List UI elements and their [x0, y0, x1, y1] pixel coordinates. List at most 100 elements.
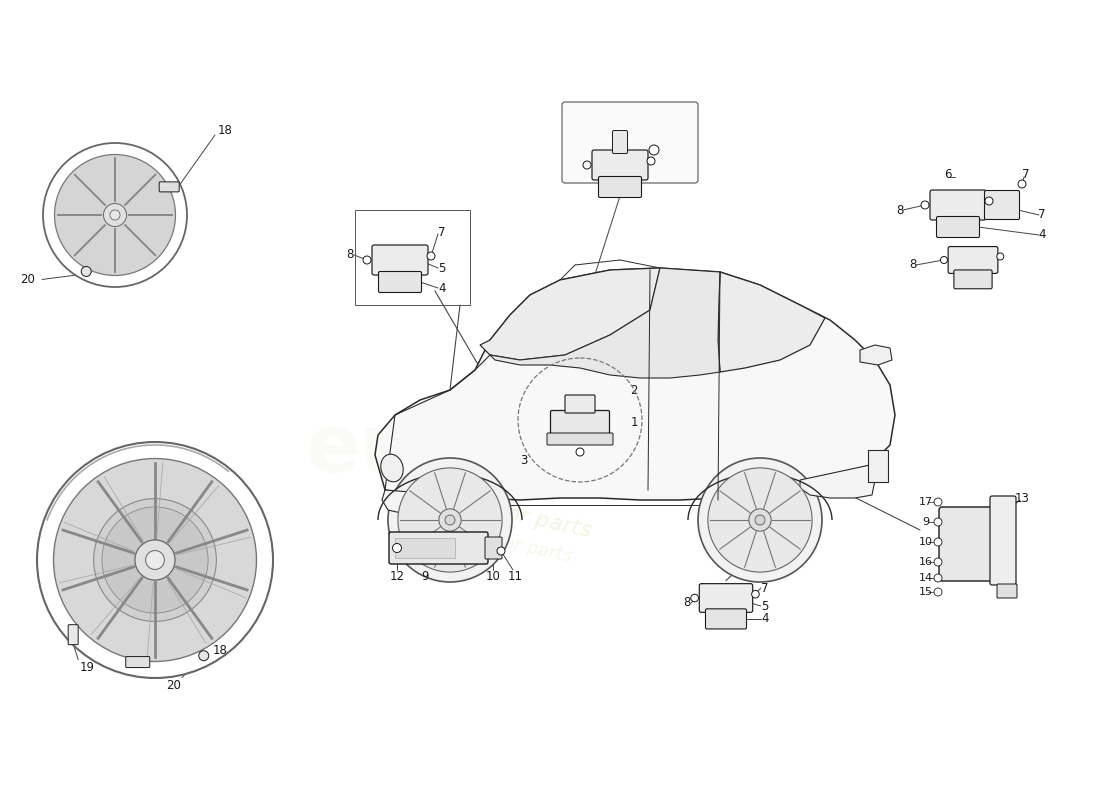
Text: 3: 3 — [520, 454, 528, 466]
Text: 7: 7 — [761, 582, 769, 594]
Circle shape — [199, 650, 209, 661]
Circle shape — [363, 256, 371, 264]
Circle shape — [398, 468, 502, 572]
Text: 9: 9 — [421, 570, 429, 582]
Circle shape — [55, 154, 176, 275]
Text: 8: 8 — [561, 154, 569, 166]
Polygon shape — [490, 268, 720, 378]
Polygon shape — [382, 490, 450, 515]
Polygon shape — [610, 180, 630, 195]
Text: a passion for parts: a passion for parts — [406, 514, 574, 566]
Circle shape — [984, 197, 993, 205]
Text: 20: 20 — [166, 679, 182, 692]
Text: 8: 8 — [346, 249, 354, 262]
Text: 10: 10 — [485, 570, 501, 582]
Circle shape — [708, 468, 812, 572]
Circle shape — [647, 157, 654, 165]
Circle shape — [135, 540, 175, 580]
Circle shape — [1018, 180, 1026, 188]
Text: 6: 6 — [944, 167, 952, 181]
FancyBboxPatch shape — [997, 584, 1018, 598]
Text: 13: 13 — [1014, 491, 1030, 505]
Text: 5: 5 — [438, 262, 446, 274]
FancyBboxPatch shape — [562, 102, 698, 183]
Bar — [868, 450, 888, 482]
FancyBboxPatch shape — [700, 584, 752, 612]
FancyBboxPatch shape — [705, 609, 747, 629]
FancyBboxPatch shape — [68, 625, 78, 645]
Text: eurospares: eurospares — [306, 411, 815, 489]
Text: a passion for parts: a passion for parts — [386, 478, 594, 542]
Text: 15: 15 — [918, 587, 933, 597]
Text: 6: 6 — [606, 117, 614, 130]
Text: 1: 1 — [630, 417, 638, 430]
Text: 5: 5 — [761, 599, 769, 613]
FancyBboxPatch shape — [550, 410, 609, 435]
Circle shape — [934, 588, 942, 596]
Circle shape — [497, 547, 505, 555]
Text: 10: 10 — [918, 537, 933, 547]
Text: 4: 4 — [438, 282, 446, 294]
FancyBboxPatch shape — [160, 182, 179, 192]
FancyBboxPatch shape — [378, 271, 421, 293]
Bar — [355, 210, 470, 305]
FancyBboxPatch shape — [592, 150, 648, 180]
FancyBboxPatch shape — [613, 130, 627, 154]
FancyBboxPatch shape — [485, 537, 502, 559]
Circle shape — [755, 515, 764, 525]
Circle shape — [145, 550, 164, 570]
FancyBboxPatch shape — [990, 496, 1016, 585]
Circle shape — [749, 509, 771, 531]
Circle shape — [934, 558, 942, 566]
FancyBboxPatch shape — [939, 507, 1000, 581]
Polygon shape — [718, 272, 825, 372]
Polygon shape — [860, 345, 892, 365]
Circle shape — [439, 509, 461, 531]
Text: 17: 17 — [918, 497, 933, 507]
Text: 18: 18 — [218, 123, 232, 137]
Circle shape — [102, 507, 208, 613]
Circle shape — [934, 538, 942, 546]
Text: 8: 8 — [910, 258, 916, 271]
Ellipse shape — [381, 454, 404, 482]
FancyBboxPatch shape — [372, 245, 428, 275]
Circle shape — [427, 252, 434, 260]
Circle shape — [649, 145, 659, 155]
Circle shape — [934, 498, 942, 506]
Circle shape — [576, 448, 584, 456]
Text: 2: 2 — [630, 383, 638, 397]
Text: 20: 20 — [20, 273, 35, 286]
Circle shape — [446, 515, 455, 525]
Circle shape — [921, 201, 929, 209]
Circle shape — [940, 257, 947, 263]
Text: 4: 4 — [671, 163, 679, 177]
Text: 18: 18 — [212, 644, 228, 657]
FancyBboxPatch shape — [395, 538, 455, 558]
Polygon shape — [800, 465, 874, 498]
Text: 7: 7 — [1038, 209, 1046, 222]
Circle shape — [934, 518, 942, 526]
Circle shape — [103, 203, 127, 226]
Text: 7: 7 — [438, 226, 446, 238]
Text: 8: 8 — [683, 597, 691, 610]
Text: 7: 7 — [651, 117, 659, 130]
Polygon shape — [375, 268, 895, 500]
Text: 7: 7 — [1022, 167, 1030, 181]
Polygon shape — [480, 268, 660, 360]
Circle shape — [54, 458, 256, 662]
Circle shape — [583, 161, 591, 169]
Text: 16: 16 — [918, 557, 933, 567]
FancyBboxPatch shape — [954, 270, 992, 289]
Text: 4: 4 — [761, 613, 769, 626]
Text: 8: 8 — [896, 203, 904, 217]
Text: 11: 11 — [507, 570, 522, 582]
FancyBboxPatch shape — [389, 532, 488, 564]
FancyBboxPatch shape — [547, 433, 613, 445]
Circle shape — [691, 594, 698, 602]
Circle shape — [698, 458, 822, 582]
Circle shape — [110, 210, 120, 220]
FancyBboxPatch shape — [598, 177, 641, 198]
Circle shape — [81, 266, 91, 277]
Circle shape — [388, 458, 512, 582]
Text: 19: 19 — [79, 661, 95, 674]
